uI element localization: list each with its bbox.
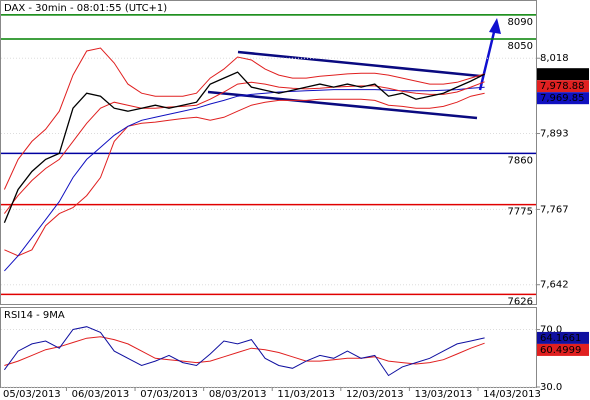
y-tick-label: 7,893: [540, 129, 569, 140]
series-line: [4, 92, 485, 257]
x-tick-label: 07/03/2013: [140, 389, 198, 400]
series-line: [4, 336, 485, 366]
x-tick-label: 05/03/2013: [3, 389, 61, 400]
last-value-label: 7,991.5: [540, 69, 578, 80]
y-tick-label: 70.0: [540, 325, 562, 336]
x-tick-label: 08/03/2013: [209, 389, 267, 400]
level-label: 8090: [508, 17, 533, 28]
x-tick-label: 13/03/2013: [415, 389, 473, 400]
y-tick-label: 8,018: [540, 53, 569, 64]
last-value-box: [537, 68, 589, 81]
x-tick-label: 12/03/2013: [346, 389, 404, 400]
level-label: 7775: [508, 207, 533, 218]
series-line: [3, 71, 485, 223]
level-label: 7626: [508, 296, 533, 307]
last-value-box: [537, 331, 589, 344]
channel-lower: [207, 90, 478, 120]
y-tick-label: 30.0: [540, 382, 562, 393]
series-line: [3, 47, 485, 190]
chart-title: DAX - 30min - 08:01:55 (UTC+1): [4, 3, 167, 14]
y-tick-label: 7,642: [540, 280, 569, 291]
last-value-box: [537, 343, 589, 356]
series-line: [3, 326, 485, 377]
x-tick-label: 11/03/2013: [277, 389, 335, 400]
level-label: 8050: [508, 41, 533, 52]
rsi-title: RSI14 - 9MA: [4, 310, 65, 321]
last-value-label: 60.4999: [540, 345, 581, 356]
x-tick-label: 06/03/2013: [72, 389, 130, 400]
price-panel: [0, 0, 537, 305]
level-label: 7860: [508, 155, 533, 166]
last-value-label: 7,969.85: [540, 93, 585, 104]
y-tick-label: 7,767: [540, 204, 569, 215]
x-tick-label: 14/03/2013: [483, 389, 541, 400]
last-value-label: 64.1661: [540, 333, 581, 344]
channel-upper: [237, 50, 481, 78]
last-value-box: [537, 80, 589, 93]
series-line: [4, 81, 485, 214]
last-value-box: [537, 92, 589, 105]
last-value-label: 7,978.88: [540, 81, 585, 92]
arrow-head: [489, 18, 501, 34]
series-line: [4, 86, 485, 272]
